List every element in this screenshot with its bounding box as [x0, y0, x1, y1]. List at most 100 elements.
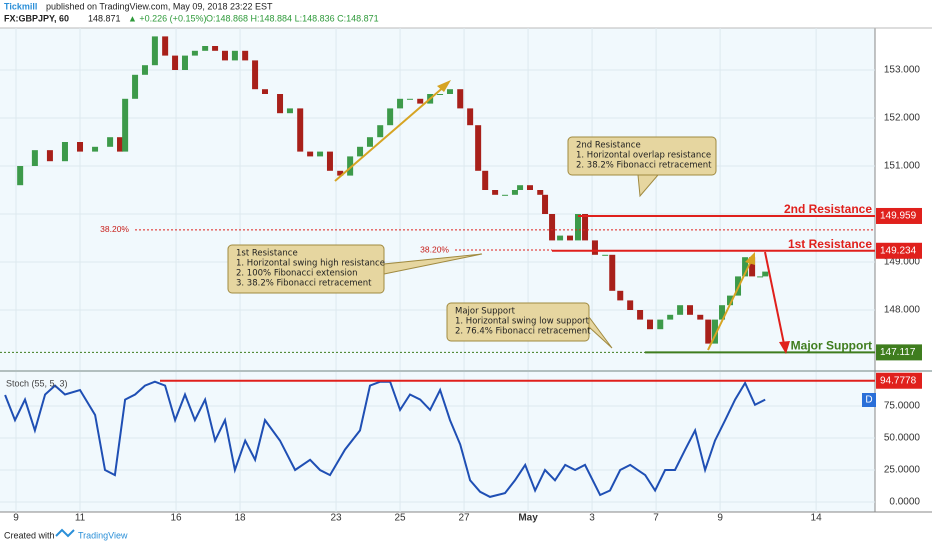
- indicator-badge: [862, 393, 876, 407]
- y-tick-label: 75.0000: [884, 401, 921, 412]
- callout-line: 1. Horizontal overlap resistance: [576, 151, 711, 161]
- candle: [537, 190, 544, 195]
- candle: [762, 271, 769, 277]
- candle: [582, 214, 589, 241]
- y-tick-label: 148.000: [884, 305, 921, 316]
- candle: [719, 305, 726, 320]
- x-tick-label: May: [518, 513, 538, 524]
- y-tick-label: 152.000: [884, 113, 921, 124]
- candle: [17, 166, 24, 186]
- price-box-label: 149.234: [880, 245, 917, 256]
- candle: [151, 36, 158, 66]
- price-box: [876, 372, 922, 389]
- y-tick-label: 25.0000: [884, 465, 921, 476]
- candle: [337, 170, 344, 176]
- candle: [574, 214, 581, 241]
- candle: [705, 319, 712, 344]
- candle: [242, 50, 249, 61]
- y-tick-label: 0.0000: [889, 497, 920, 508]
- x-tick-label: 23: [330, 513, 342, 524]
- candle: [46, 150, 53, 162]
- x-tick-label: 25: [394, 513, 406, 524]
- candle: [61, 142, 68, 162]
- callout-line: 1. Horizontal swing low support: [455, 317, 590, 327]
- candle: [417, 98, 424, 104]
- publisher[interactable]: Tickmill: [4, 1, 37, 11]
- candle: [366, 137, 373, 147]
- callout-line: 1st Resistance: [236, 249, 298, 259]
- candle: [566, 235, 573, 241]
- arrows: [334, 80, 790, 354]
- candle: [526, 185, 533, 190]
- candle: [317, 151, 324, 157]
- trend-arrow: [707, 258, 753, 351]
- y-tick-label: 149.000: [884, 257, 921, 268]
- arrow-head: [745, 252, 755, 265]
- candle: [617, 290, 624, 301]
- price-box: [876, 242, 922, 259]
- price-box-label: 94.7778: [880, 375, 917, 386]
- candle: [162, 36, 169, 56]
- candle: [261, 89, 268, 94]
- stoch-line: [4, 380, 766, 498]
- candle: [727, 295, 734, 306]
- callout-line: 2. 100% Fibonacci extension: [236, 269, 358, 279]
- price-pane: [0, 28, 875, 370]
- x-tick-label: 3: [589, 513, 595, 524]
- price-change: ▲ +0.226 (+0.15%): [128, 13, 206, 23]
- fib-label: 38.20%: [100, 224, 129, 234]
- candle: [231, 50, 238, 61]
- x-tick-label: 16: [170, 513, 182, 524]
- candle: [475, 125, 482, 171]
- candle: [307, 151, 314, 157]
- tradingview-logo: [55, 528, 75, 538]
- y-tick-label: 50.0000: [884, 433, 921, 444]
- candle: [357, 146, 364, 157]
- candle: [711, 319, 718, 344]
- candle: [397, 98, 404, 109]
- symbol: FX:GBPJPY, 60: [4, 13, 69, 23]
- candle: [517, 185, 524, 190]
- footer-brand[interactable]: TradingView: [78, 530, 128, 540]
- candle: [557, 235, 564, 241]
- candle: [627, 300, 634, 310]
- candle: [202, 46, 209, 51]
- projection-arrow: [764, 251, 785, 345]
- level-name: Major Support: [791, 339, 872, 353]
- callout-line: 2. 38.2% Fibonacci retracement: [576, 161, 712, 171]
- level-name: 1st Resistance: [788, 237, 872, 251]
- candle: [602, 254, 609, 256]
- published-info: published on TradingView.com, May 09, 20…: [46, 1, 273, 11]
- candle: [297, 108, 304, 152]
- candle: [181, 55, 188, 70]
- candle: [637, 310, 644, 320]
- x-tick-label: 18: [234, 513, 246, 524]
- candle: [132, 74, 139, 99]
- callout-line: 2nd Resistance: [576, 141, 641, 151]
- candle: [212, 46, 219, 51]
- candle: [457, 89, 464, 109]
- price-box-label: 149.959: [880, 211, 917, 222]
- candle: [221, 50, 228, 61]
- candle: [467, 108, 474, 126]
- candle: [92, 146, 99, 152]
- x-tick-label: 27: [459, 513, 471, 524]
- y-tick-label: 153.000: [884, 65, 921, 76]
- price-box-label: 147.117: [880, 347, 916, 358]
- candle: [609, 254, 616, 291]
- candle: [446, 89, 453, 94]
- candle: [252, 60, 259, 90]
- candle: [172, 55, 179, 70]
- callout-line: 1. Horizontal swing high resistance: [236, 259, 385, 269]
- candle: [677, 305, 684, 315]
- candle: [742, 257, 749, 277]
- candle: [697, 314, 704, 320]
- candle: [482, 170, 489, 190]
- candle: [286, 108, 293, 114]
- x-tick-label: 9: [717, 513, 723, 524]
- candle: [406, 98, 413, 100]
- candle: [591, 240, 598, 255]
- candle: [647, 319, 654, 330]
- fib-label: 38.20%: [420, 244, 449, 254]
